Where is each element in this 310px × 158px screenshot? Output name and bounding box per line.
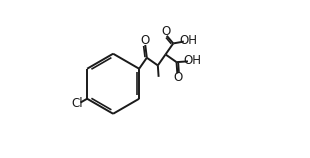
Text: OH: OH [179, 34, 197, 47]
Text: O: O [173, 71, 183, 85]
Text: O: O [140, 34, 149, 47]
Text: OH: OH [184, 54, 202, 67]
Text: O: O [161, 25, 171, 38]
Text: Cl: Cl [71, 97, 83, 110]
